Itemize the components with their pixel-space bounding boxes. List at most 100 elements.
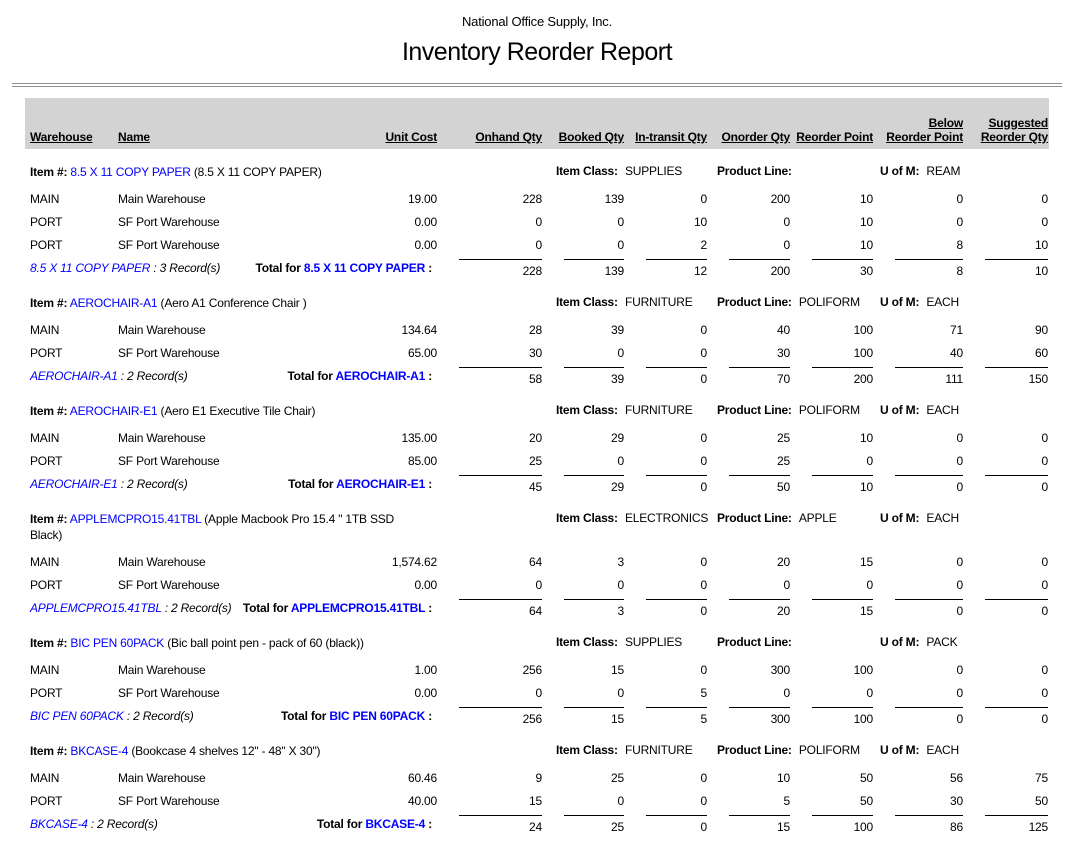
item-code-link[interactable]: AEROCHAIR-A1 <box>69 296 158 310</box>
reorder-point-cell: 100 <box>853 322 874 337</box>
total-code-link[interactable]: BIC PEN 60PACK <box>329 709 426 723</box>
unit-cost-cell: 65.00 <box>407 345 437 360</box>
group-record-count: BKCASE-4 : 2 Record(s) <box>30 817 158 831</box>
total-code-link[interactable]: 8.5 X 11 COPY PAPER <box>303 261 426 275</box>
item-description: (Bookcase 4 shelves 12" - 48" X 30") <box>131 744 321 758</box>
uom-value: PACK <box>926 635 958 649</box>
group-code-italic[interactable]: BIC PEN 60PACK <box>30 709 124 723</box>
warehouse-cell: PORT <box>30 237 63 252</box>
item-code-link[interactable]: 8.5 X 11 COPY PAPER <box>70 165 191 179</box>
unit-cost-cell: 19.00 <box>407 191 437 206</box>
item-title: Item #: AEROCHAIR-E1 (Aero E1 Executive … <box>30 403 400 419</box>
item-group: Item #: BIC PEN 60PACK (Bic ball point p… <box>25 622 1049 728</box>
total-onhand-cell: 58 <box>438 364 543 388</box>
item-class-label: Item Class: <box>556 743 618 757</box>
suggested-qty-cell: 0 <box>1041 662 1049 677</box>
uom-value: EACH <box>926 295 959 309</box>
intransit-qty-cell: 10 <box>694 214 707 229</box>
report-content: Warehouse Name Unit Cost Onhand Qty Book… <box>25 98 1049 854</box>
total-for-label: Total for BKCASE-4 : <box>317 817 432 831</box>
below-reorder-cell: 0 <box>956 662 964 677</box>
column-header-reorder-point[interactable]: Reorder Point <box>791 98 874 149</box>
uom-label: U of M: <box>880 295 920 309</box>
unit-of-measure: U of M: EACH <box>880 743 959 757</box>
warehouse-row: MAIN Main Warehouse 19.00 228 139 0 200 … <box>25 187 1049 210</box>
item-title: Item #: 8.5 X 11 COPY PAPER (8.5 X 11 CO… <box>30 164 400 180</box>
unit-of-measure: U of M: REAM <box>880 164 960 178</box>
total-booked-cell: 15 <box>543 704 625 728</box>
item-class-value: FURNITURE <box>624 403 693 417</box>
total-onhand-cell: 256 <box>438 704 543 728</box>
column-header-name[interactable]: Name <box>113 98 335 149</box>
column-header-intransit-qty[interactable]: In-transit Qty <box>625 98 708 149</box>
column-header-below-reorder-point[interactable]: Below Reorder Point <box>874 98 964 149</box>
warehouse-name-cell: Main Warehouse <box>118 430 206 445</box>
booked-qty-cell: 0 <box>617 214 625 229</box>
onhand-qty-cell: 0 <box>535 577 543 592</box>
item-class-value: FURNITURE <box>624 295 693 309</box>
total-onhand-cell: 24 <box>438 812 543 836</box>
item-group-table: MAIN Main Warehouse 19.00 228 139 0 200 … <box>25 187 1049 280</box>
reorder-point-cell: 50 <box>860 793 873 808</box>
total-intransit-cell: 0 <box>625 472 708 496</box>
item-code-link[interactable]: BIC PEN 60PACK <box>70 636 165 650</box>
warehouse-cell: MAIN <box>30 770 60 785</box>
total-code-link[interactable]: AEROCHAIR-A1 <box>335 369 426 383</box>
item-code-link[interactable]: AEROCHAIR-E1 <box>69 404 158 418</box>
suggested-qty-cell: 0 <box>1041 554 1049 569</box>
total-suggested-cell: 125 <box>964 812 1049 836</box>
warehouse-row: PORT SF Port Warehouse 0.00 0 0 2 0 10 8… <box>25 233 1049 256</box>
group-records-text: : 2 Record(s) <box>164 601 232 615</box>
reorder-point-cell: 0 <box>866 453 874 468</box>
intransit-qty-cell: 0 <box>700 577 708 592</box>
warehouse-name-cell: Main Warehouse <box>118 770 206 785</box>
item-code-link[interactable]: BKCASE-4 <box>70 744 129 758</box>
intransit-qty-cell: 0 <box>700 345 708 360</box>
suggested-qty-cell: 0 <box>1041 214 1049 229</box>
total-colon: : <box>428 477 432 491</box>
item-code-link[interactable]: APPLEMCPRO15.41TBL <box>69 512 202 526</box>
item-class-value: ELECTRONICS <box>624 511 709 525</box>
onhand-qty-cell: 0 <box>535 214 543 229</box>
column-header-suggested-reorder-qty[interactable]: Suggested Reorder Qty <box>964 98 1049 149</box>
unit-cost-cell: 60.46 <box>407 770 437 785</box>
group-record-count: AEROCHAIR-A1 : 2 Record(s) <box>30 369 188 383</box>
group-records-text: : 2 Record(s) <box>126 709 194 723</box>
total-reorder-point-cell: 100 <box>791 704 874 728</box>
group-code-italic[interactable]: BKCASE-4 <box>30 817 88 831</box>
onorder-qty-cell: 0 <box>783 577 791 592</box>
column-header-warehouse[interactable]: Warehouse <box>25 98 113 149</box>
group-code-italic[interactable]: AEROCHAIR-E1 <box>30 477 118 491</box>
item-group-table: MAIN Main Warehouse 1,574.62 64 3 0 20 1… <box>25 550 1049 620</box>
column-header-onhand-qty[interactable]: Onhand Qty <box>438 98 543 149</box>
item-description: (Aero E1 Executive Tile Chair) <box>160 404 316 418</box>
total-code-link[interactable]: APPLEMCPRO15.41TBL <box>290 601 426 615</box>
column-header-booked-qty[interactable]: Booked Qty <box>543 98 625 149</box>
item-title: Item #: BKCASE-4 (Bookcase 4 shelves 12"… <box>30 743 400 759</box>
intransit-qty-cell: 0 <box>700 793 708 808</box>
suggested-qty-cell: 75 <box>1035 770 1048 785</box>
group-code-italic[interactable]: AEROCHAIR-A1 <box>30 369 118 383</box>
column-header-onorder-qty[interactable]: Onorder Qty <box>708 98 791 149</box>
group-code-italic[interactable]: 8.5 X 11 COPY PAPER <box>30 261 151 275</box>
warehouse-row: MAIN Main Warehouse 1.00 256 15 0 300 10… <box>25 658 1049 681</box>
total-suggested-cell: 0 <box>964 472 1049 496</box>
total-code-link[interactable]: BKCASE-4 <box>365 817 426 831</box>
product-line-value: POLIFORM <box>798 743 860 757</box>
group-code-italic[interactable]: APPLEMCPRO15.41TBL <box>30 601 162 615</box>
total-booked-cell: 139 <box>543 256 625 280</box>
onhand-qty-cell: 0 <box>535 685 543 700</box>
total-suggested-cell: 10 <box>964 256 1049 280</box>
suggested-qty-cell: 0 <box>1041 577 1049 592</box>
product-line: Product Line: POLIFORM <box>717 295 860 309</box>
total-code-link[interactable]: AEROCHAIR-E1 <box>336 477 426 491</box>
group-total-left: 8.5 X 11 COPY PAPER : 3 Record(s) Total … <box>25 256 438 280</box>
below-reorder-cell: 0 <box>956 554 964 569</box>
total-reorder-point-cell: 30 <box>791 256 874 280</box>
column-header-unit-cost[interactable]: Unit Cost <box>335 98 438 149</box>
uom-label: U of M: <box>880 743 920 757</box>
uom-value: REAM <box>926 164 961 178</box>
onorder-qty-cell: 0 <box>783 237 791 252</box>
warehouse-name-cell: Main Warehouse <box>118 322 206 337</box>
total-reorder-point-cell: 200 <box>791 364 874 388</box>
